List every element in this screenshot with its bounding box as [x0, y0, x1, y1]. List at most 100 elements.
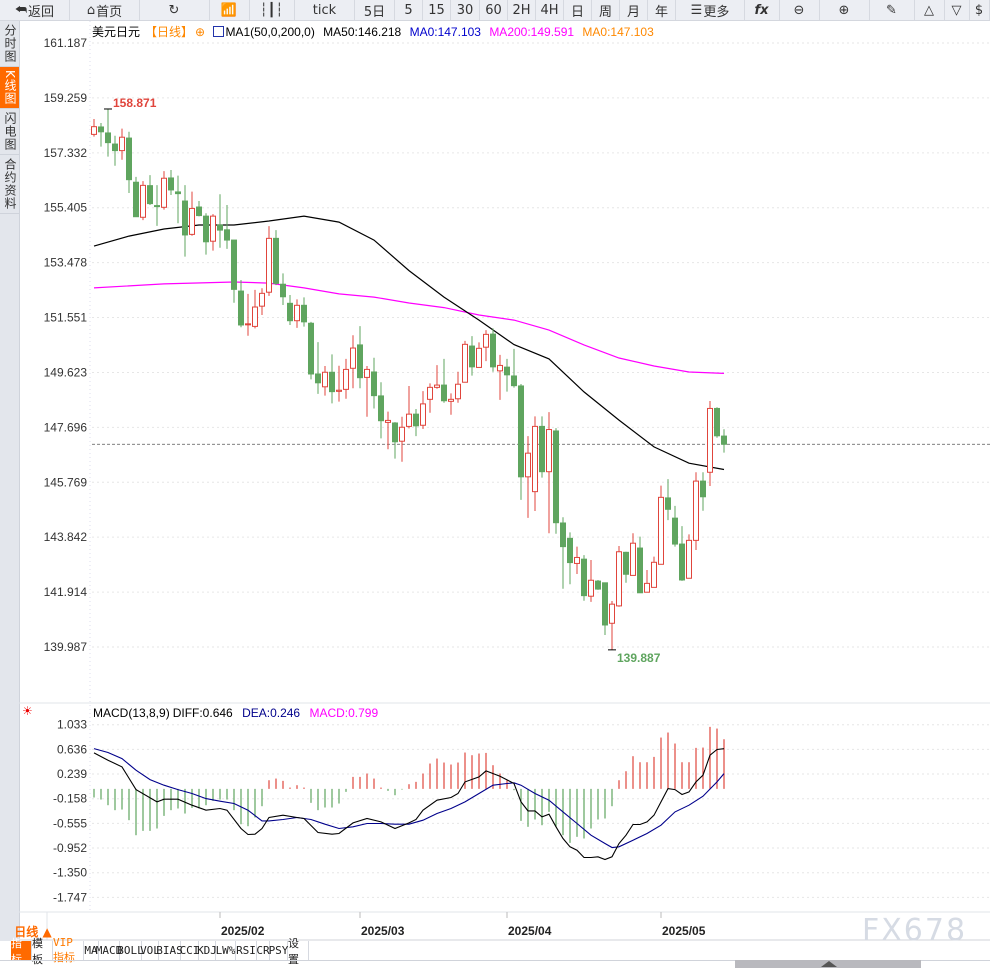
- candle-body[interactable]: [637, 547, 643, 594]
- candle-body[interactable]: [105, 132, 111, 144]
- candle-body[interactable]: [147, 185, 153, 205]
- candle-body[interactable]: [560, 522, 566, 548]
- candle-body[interactable]: [280, 283, 286, 298]
- indicator-tab-1[interactable]: 模板: [32, 937, 53, 966]
- settings-target-icon[interactable]: ⊕: [195, 25, 206, 39]
- toolbar-candlestick-button[interactable]: ┆┃┆: [250, 0, 295, 20]
- candle-body[interactable]: [294, 304, 300, 322]
- candle-body[interactable]: [364, 368, 370, 378]
- candle-body[interactable]: [266, 237, 272, 293]
- candle-body[interactable]: [168, 177, 174, 191]
- candle-body[interactable]: [378, 395, 384, 422]
- candle-body[interactable]: [175, 191, 181, 195]
- candle-body[interactable]: [602, 582, 608, 626]
- candle-body[interactable]: [546, 429, 552, 473]
- candle-body[interactable]: [238, 290, 244, 326]
- toolbar-zoom-out-button[interactable]: ⊖: [780, 0, 820, 20]
- candle-body[interactable]: [112, 143, 118, 152]
- candle-body[interactable]: [182, 200, 188, 236]
- candle-body[interactable]: [525, 452, 531, 478]
- candle-body[interactable]: [427, 386, 433, 400]
- candle-body[interactable]: [616, 551, 622, 607]
- toolbar-button-menu-icon[interactable]: ☰ 更多: [676, 0, 745, 20]
- indicator-tab-8[interactable]: CCI: [180, 941, 199, 960]
- candle-body[interactable]: [91, 126, 97, 135]
- candle-body[interactable]: [644, 582, 650, 593]
- indicator-tab-6[interactable]: VOL: [140, 941, 160, 960]
- indicator-tab-4[interactable]: MACD: [96, 941, 122, 960]
- candle-body[interactable]: [588, 579, 594, 597]
- toolbar-button-back-arrow-icon[interactable]: ⮪ 返回: [0, 0, 70, 20]
- toolbar-button-period[interactable]: 5日: [355, 0, 395, 20]
- toolbar-button-period[interactable]: 30: [451, 0, 480, 20]
- toolbar-function-button[interactable]: fx: [745, 0, 780, 20]
- candle-body[interactable]: [700, 480, 706, 498]
- candle-body[interactable]: [98, 126, 104, 133]
- toolbar-button-period[interactable]: 2H: [508, 0, 536, 20]
- candle-body[interactable]: [581, 558, 587, 597]
- candle-body[interactable]: [483, 333, 489, 348]
- candle-body[interactable]: [721, 435, 727, 445]
- toolbar-bar-chart-button[interactable]: 📶: [210, 0, 250, 20]
- indicator-tab-3[interactable]: MA: [84, 941, 99, 960]
- candle-body[interactable]: [399, 426, 405, 442]
- indicator-tab-10[interactable]: LW%: [216, 941, 236, 960]
- indicator-tab-12[interactable]: CR: [256, 941, 270, 960]
- candle-body[interactable]: [553, 430, 559, 524]
- candle-body[interactable]: [567, 537, 573, 564]
- scroll-up-icon[interactable]: [821, 961, 837, 967]
- candle-body[interactable]: [595, 580, 601, 590]
- toolbar-pencil-button[interactable]: ✎: [870, 0, 915, 20]
- candle-body[interactable]: [651, 561, 657, 588]
- candle-body[interactable]: [679, 543, 685, 581]
- candle-body[interactable]: [329, 371, 335, 393]
- candle-body[interactable]: [203, 215, 209, 243]
- candle-body[interactable]: [714, 407, 720, 437]
- candle-body[interactable]: [224, 229, 230, 241]
- candle-body[interactable]: [406, 413, 412, 427]
- candle-body[interactable]: [504, 366, 510, 376]
- candle-body[interactable]: [140, 184, 146, 218]
- candle-body[interactable]: [154, 205, 160, 208]
- toolbar-button-period[interactable]: 60: [480, 0, 508, 20]
- candle-body[interactable]: [119, 136, 125, 152]
- candle-body[interactable]: [434, 384, 440, 388]
- candle-body[interactable]: [707, 407, 713, 473]
- candle-body[interactable]: [630, 542, 636, 576]
- horizontal-scrollbar[interactable]: [735, 960, 921, 968]
- candle-body[interactable]: [273, 237, 279, 284]
- toolbar-button-period[interactable]: 年: [648, 0, 676, 20]
- toolbar-button-period[interactable]: 日: [564, 0, 592, 20]
- candle-body[interactable]: [259, 292, 265, 307]
- candle-body[interactable]: [518, 385, 524, 478]
- candle-body[interactable]: [322, 371, 328, 388]
- candle-body[interactable]: [532, 425, 538, 493]
- sidebar-tab-1[interactable]: K线图: [0, 67, 19, 109]
- sidebar-tab-0[interactable]: 分时图: [0, 21, 19, 67]
- candle-body[interactable]: [693, 480, 699, 541]
- indicator-tab-7[interactable]: BIAS: [156, 941, 183, 960]
- candle-body[interactable]: [336, 389, 342, 392]
- candle-body[interactable]: [252, 306, 258, 327]
- candle-body[interactable]: [133, 181, 139, 218]
- candle-body[interactable]: [609, 603, 615, 624]
- indicator-tab-9[interactable]: KDJ: [197, 941, 217, 960]
- toolbar-triangle-down-button[interactable]: ▽: [945, 0, 970, 20]
- toolbar-button-period[interactable]: tick: [295, 0, 355, 20]
- candle-body[interactable]: [441, 384, 447, 402]
- candle-body[interactable]: [343, 368, 349, 390]
- candle-body[interactable]: [308, 322, 314, 375]
- indicator-tab-0[interactable]: 指标: [11, 937, 32, 966]
- candle-body[interactable]: [245, 323, 251, 326]
- candle-body[interactable]: [420, 403, 426, 426]
- ma-params-icon[interactable]: [213, 26, 225, 37]
- toolbar-refresh-button[interactable]: ↻: [140, 0, 210, 20]
- candle-body[interactable]: [287, 302, 293, 322]
- indicator-tab-13[interactable]: PSY: [269, 941, 288, 960]
- candle-body[interactable]: [672, 517, 678, 545]
- candle-body[interactable]: [448, 398, 454, 402]
- candle-body[interactable]: [371, 371, 377, 397]
- candle-body[interactable]: [469, 345, 475, 368]
- candle-body[interactable]: [455, 383, 461, 400]
- candle-body[interactable]: [315, 373, 321, 384]
